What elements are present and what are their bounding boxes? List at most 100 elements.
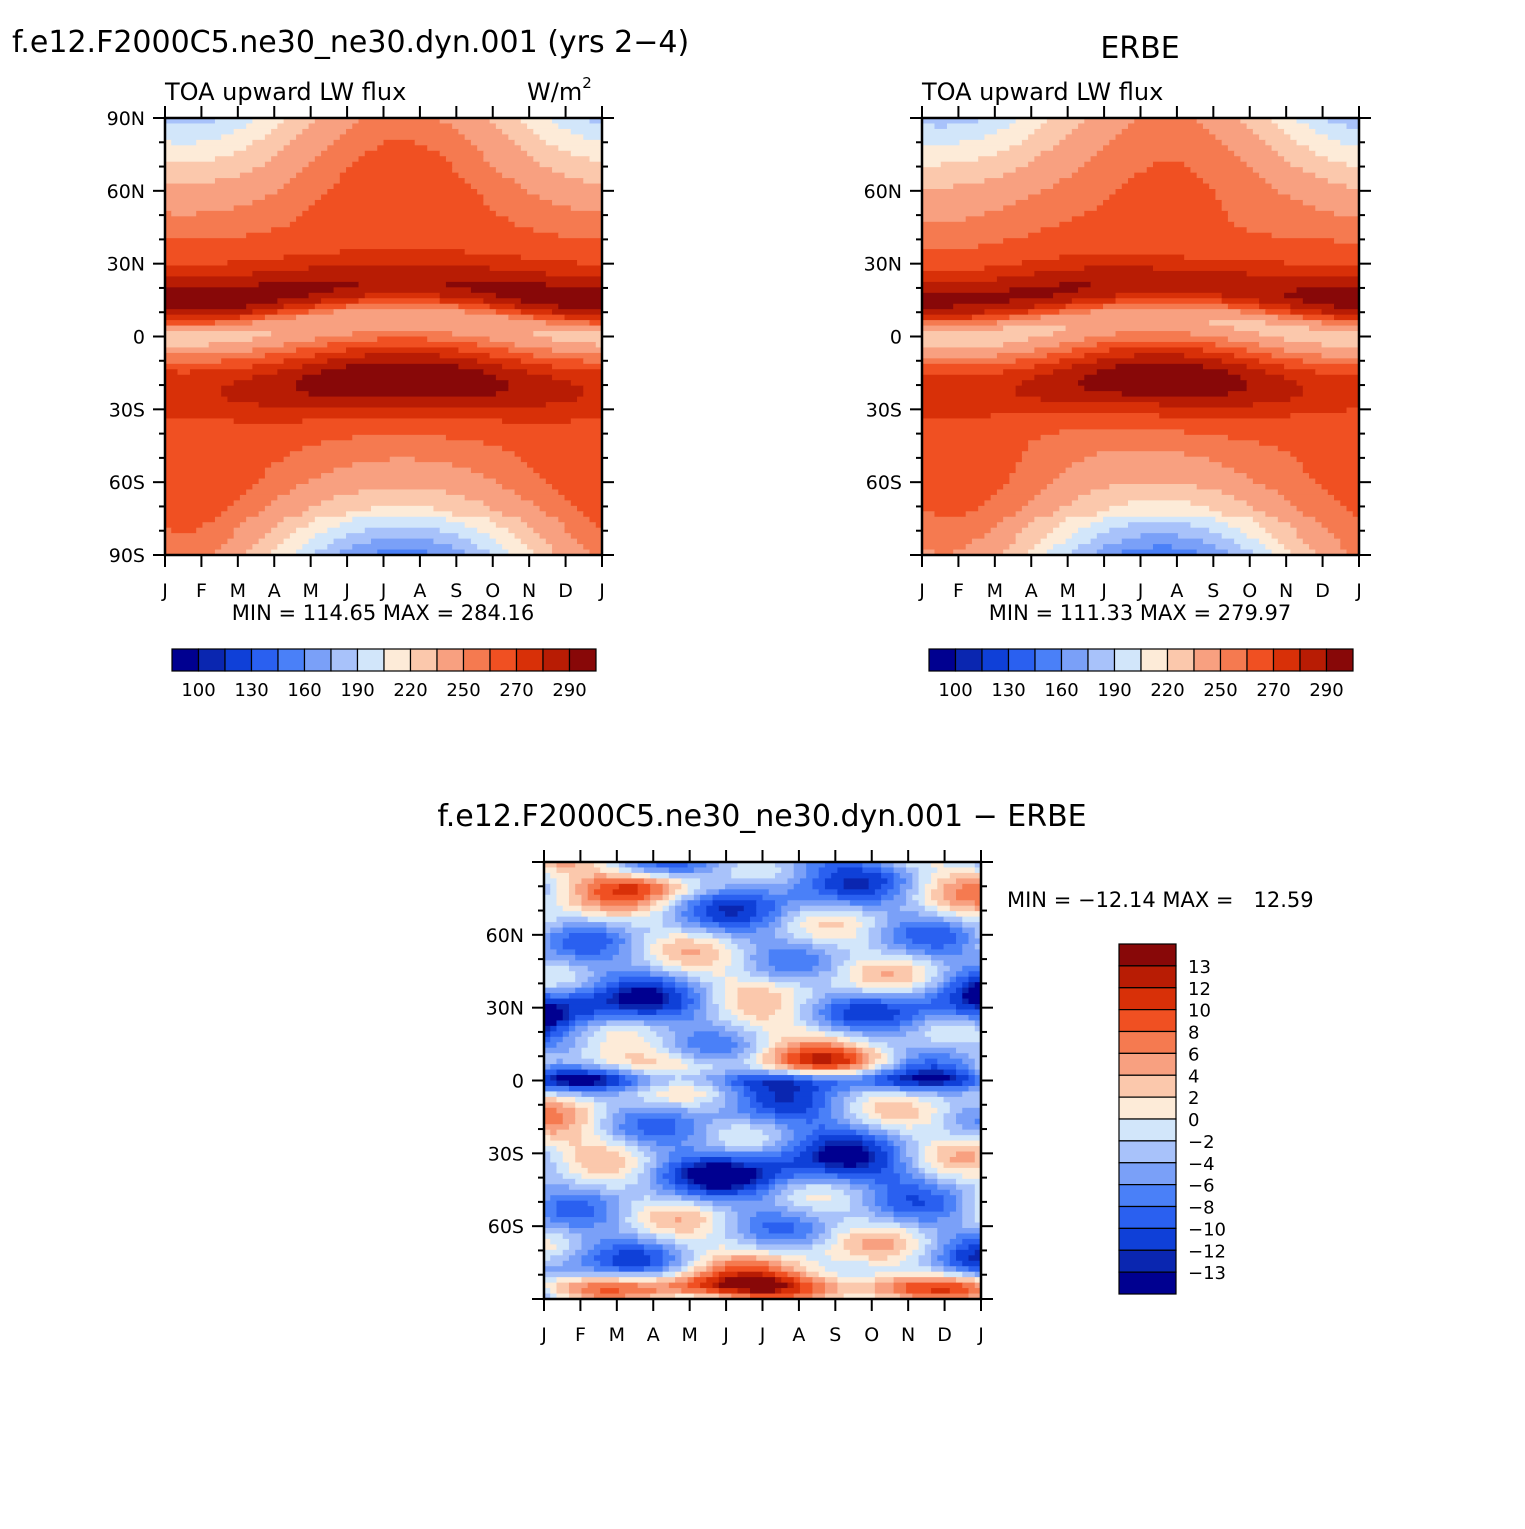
contour-cell: [899, 1260, 920, 1267]
contour-cell: [558, 489, 602, 496]
contour-cell: [712, 1206, 732, 1213]
contour-cell: [544, 1146, 558, 1153]
contour-cell: [712, 987, 726, 994]
contour-cell: [1334, 238, 1359, 245]
contour-cell: [712, 998, 726, 1005]
contour-cell: [922, 489, 998, 496]
contour-cell: [956, 1151, 976, 1158]
contour-cell: [533, 128, 572, 135]
contour-cell: [352, 161, 453, 168]
contour-cell: [600, 1075, 608, 1082]
contour-cell: [893, 1058, 901, 1065]
contour-cell: [631, 1167, 645, 1174]
contour-cell: [687, 862, 707, 869]
contour-cell: [1053, 511, 1098, 518]
contour-cell: [327, 527, 366, 534]
contour-cell: [514, 489, 559, 496]
contour-cell: [768, 1260, 782, 1267]
contour-cell: [965, 216, 1073, 223]
contour-cell: [693, 1249, 707, 1256]
contour-cell: [589, 516, 602, 523]
contour-cell: [581, 905, 601, 912]
contour-cell: [868, 1206, 882, 1213]
contour-cell: [881, 1124, 907, 1131]
contour-cell: [956, 1009, 981, 1016]
contour-cell: [737, 1227, 751, 1235]
contour-cell: [974, 1200, 981, 1207]
contour-cell: [956, 878, 981, 885]
contour-cell: [862, 1064, 870, 1071]
contour-cell: [781, 1277, 795, 1284]
contour-cell: [812, 883, 826, 890]
contour-cell: [962, 1200, 976, 1207]
contour-cell: [862, 862, 882, 869]
contour-cell: [618, 1195, 645, 1202]
contour-cell: [593, 862, 608, 869]
contour-cell: [793, 1096, 814, 1103]
contour-cell: [637, 1217, 651, 1224]
contour-cell: [544, 1085, 570, 1093]
contour-cell: [339, 549, 378, 555]
contour-cell: [750, 1124, 776, 1131]
contour-cell: [1009, 145, 1054, 152]
contour-cell: [562, 1156, 576, 1164]
contour-cell: [687, 987, 695, 994]
contour-cell: [918, 1184, 938, 1191]
contour-cell: [552, 336, 602, 343]
contour-cell: [712, 1211, 726, 1218]
contour-cell: [831, 1020, 845, 1027]
contour-cell: [906, 1167, 920, 1174]
contour-cell: [806, 1107, 820, 1114]
contour-cell: [1096, 451, 1185, 458]
contour-cell: [668, 883, 682, 890]
contour-cell: [918, 1238, 932, 1245]
contour-cell: [1134, 352, 1185, 359]
contour-cell: [843, 960, 857, 967]
contour-cell: [1034, 347, 1073, 354]
contour-cell: [922, 189, 1042, 196]
contour-cell: [321, 150, 366, 157]
contour-cell: [706, 862, 720, 869]
contour-cell: [849, 1085, 901, 1093]
contour-cell: [264, 352, 316, 359]
contour-cell: [1096, 369, 1229, 376]
contour-cell: [899, 1085, 970, 1093]
contour-cell: [675, 1167, 682, 1174]
contour-cell: [856, 1047, 863, 1054]
contour-cell: [818, 1146, 826, 1153]
contour-cell: [681, 1255, 695, 1262]
contour-cell: [483, 500, 534, 507]
contour-cell: [956, 1184, 976, 1191]
contour-cell: [1302, 391, 1359, 398]
contour-cell: [1084, 118, 1135, 125]
contour-cell: [618, 1124, 639, 1131]
contour-cell: [668, 1025, 726, 1032]
contour-cell: [1265, 320, 1323, 327]
contour-cell: [693, 998, 701, 1005]
contour-cell: [712, 933, 732, 940]
contour-cell: [352, 434, 447, 441]
contour-cell: [887, 1042, 981, 1049]
contour-cell: [637, 883, 651, 890]
contour-cell: [1128, 178, 1204, 185]
contour-cell: [477, 527, 509, 534]
contour-cell: [996, 522, 1029, 529]
contour-cell: [881, 1069, 895, 1076]
contour-cell: [837, 965, 851, 972]
contour-cell: [706, 998, 714, 1005]
contour-cell: [1265, 369, 1316, 376]
contour-cell: [593, 1255, 614, 1262]
contour-cell: [743, 1184, 757, 1191]
contour-cell: [581, 1140, 608, 1147]
contour-cell: [668, 1162, 682, 1169]
contour-cell: [706, 1277, 720, 1284]
contour-cell: [1284, 544, 1310, 551]
contour-cell: [452, 331, 534, 338]
contour-cell: [650, 1146, 676, 1153]
contour-cell: [943, 1200, 957, 1207]
contour-cell: [943, 1096, 981, 1103]
contour-cell: [544, 1080, 558, 1087]
contour-cell: [545, 139, 602, 146]
contour-cell: [812, 878, 826, 885]
contour-cell: [477, 341, 516, 349]
